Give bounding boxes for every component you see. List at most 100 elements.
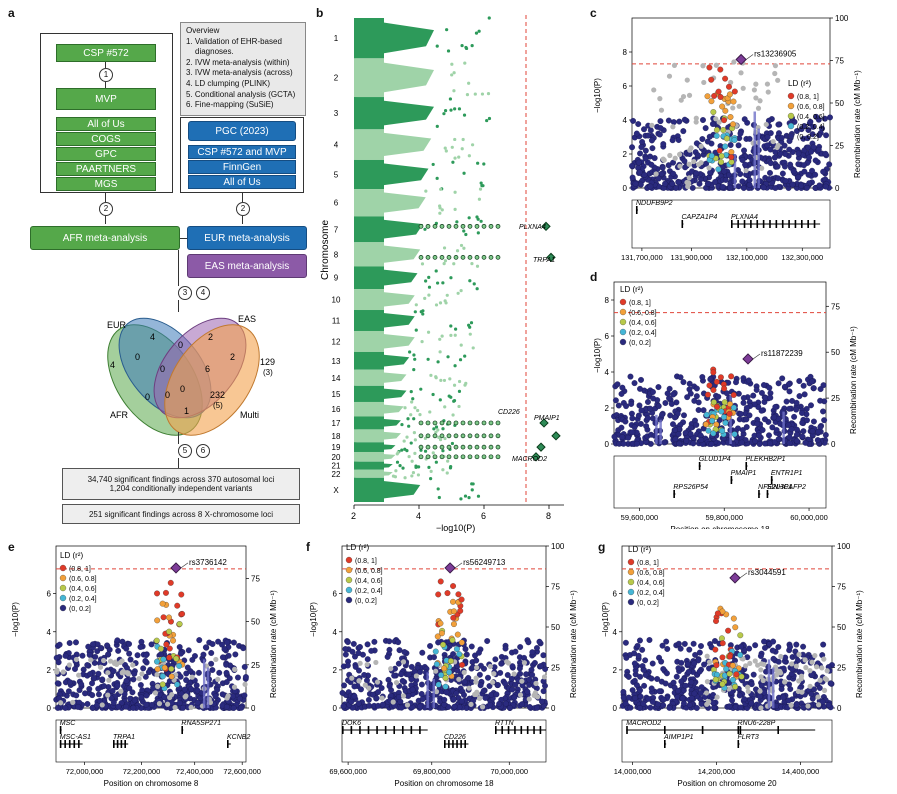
significant-snp [474,444,480,450]
snp-point [699,136,706,142]
gene-exon [452,740,454,748]
snp-point [633,682,640,689]
significant-snp [481,223,487,229]
snp-point [675,687,682,694]
snp-point [647,405,654,412]
ld-snp-point [713,132,720,139]
snp-point [467,323,471,327]
panel-f-label: f [306,540,310,554]
ld-legend-label: (0.8, 1] [355,558,377,565]
snp-point [446,49,451,53]
snp-point [821,115,828,122]
gene-label: AIMP1P1 [663,734,694,741]
ld-snp-point [730,615,737,622]
significant-snp [432,454,438,460]
snp-point [410,459,414,463]
venn-count: 0 [165,390,170,400]
overview-step: 6. Fine-mapping (SuSiE) [186,100,274,110]
snp-point [230,693,237,700]
snp-point [188,686,195,693]
snp-point [693,421,700,428]
significant-snp [446,444,452,450]
ld-legend-label: (0.6, 0.8] [797,104,825,111]
snp-point-unmapped [172,704,178,711]
snp-point [815,146,822,153]
snp-point [648,675,655,682]
snp-point [638,144,645,151]
snp-point [459,497,463,501]
snp-point [400,422,404,427]
ld-snp-point [458,639,465,646]
snp-point [407,455,411,459]
snp-point [665,162,672,169]
snp-point [487,116,492,121]
snp-point [649,698,656,705]
significant-snp [439,433,445,439]
significant-snp [488,454,494,460]
snp-point [502,645,509,652]
ld-legend-label: (0.8, 1] [637,560,659,567]
snp-point [785,697,792,704]
snp-point [644,415,651,422]
ld-snp-point [161,664,168,671]
snp-point [379,701,386,708]
venn-multi [164,324,260,436]
snp-point-unmapped [393,680,400,686]
significant-snp [467,454,473,460]
lead-snp-label: rs11872239 [761,349,803,358]
snp-point [816,182,823,189]
snp-point [775,644,782,650]
snp-point [140,665,147,672]
ld-snp-point [714,671,720,678]
snp-point [216,669,223,676]
gene-exon [64,740,66,748]
snp-point-unmapped [413,673,419,679]
snp-point [699,374,706,380]
snp-point [684,394,691,401]
snp-point-unmapped [66,662,73,668]
gene-exon [367,726,370,734]
significant-snp [418,255,424,260]
chromosome-band [354,266,384,290]
gene-label: CAPZA1P4 [682,214,718,221]
snp-point [183,677,190,684]
snp-point [536,638,543,645]
snp-point [687,431,694,437]
snp-point [110,699,117,706]
snp-point [615,402,622,409]
snp-point [443,109,448,113]
ld-legend-label: (0, 0.2] [355,598,377,605]
connector [242,193,243,202]
snp-point-unmapped [366,685,372,691]
gene-label: GLUD1P4 [699,456,731,463]
ld-snp-point [722,75,729,82]
x-tick-label: 132,300,000 [781,253,823,262]
ld-snp-point [706,382,713,389]
snp-point [775,658,782,665]
snp-point [662,180,669,187]
snp-point [656,131,663,138]
snp-point [693,393,700,400]
y-axis-label: −log10(P) [601,602,610,637]
snp-point [411,397,415,401]
gene-exon [701,726,704,734]
significant-snp [418,444,424,450]
ld-snp-point [723,666,730,672]
snp-point [620,440,627,447]
ld-snp-point [454,631,461,638]
snp-point-unmapped [782,679,788,685]
snp-point [662,680,669,687]
ld-snp-point [726,91,733,98]
snp-point-unmapped [213,656,219,663]
snp-point [55,659,62,666]
snp-point [452,399,457,403]
chromosome-band [354,289,384,311]
snp-point [655,403,662,410]
snp-point [803,184,810,191]
ld-snp-point [154,617,161,624]
venn-count: 1 [184,406,189,416]
snp-point [786,681,793,688]
snp-point [789,666,796,673]
y-tick-label: 4 [47,628,52,637]
csp572-box: CSP #572 [56,44,156,62]
